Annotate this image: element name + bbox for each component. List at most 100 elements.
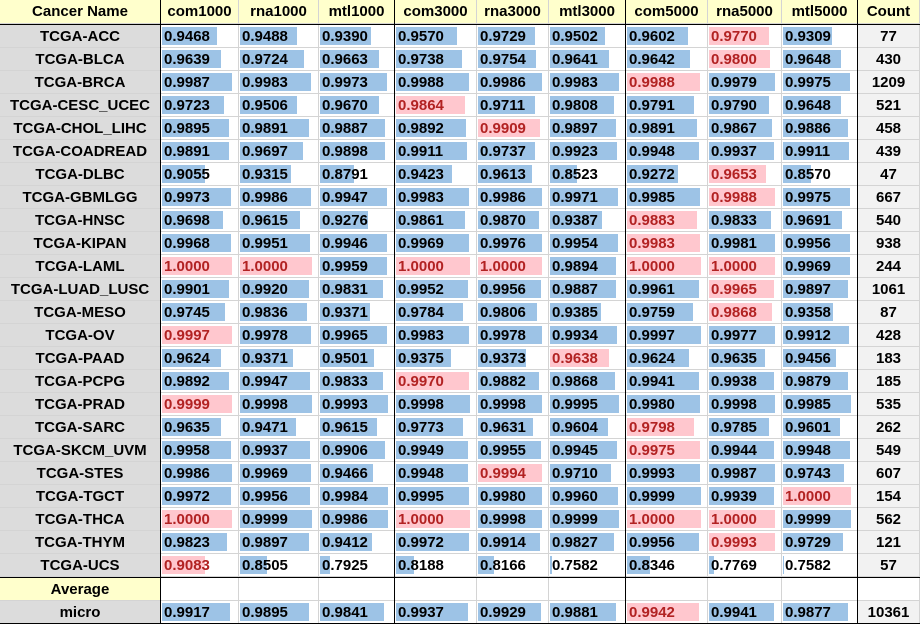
value-cell[interactable]: 0.9999 <box>782 508 858 531</box>
value-cell[interactable]: 0.9615 <box>319 416 395 439</box>
value-cell[interactable]: 0.9642 <box>626 48 708 71</box>
value-cell[interactable]: 0.9861 <box>395 209 477 232</box>
value-cell[interactable]: 1.0000 <box>708 255 782 278</box>
summary-label[interactable]: micro <box>0 601 161 624</box>
value-cell[interactable]: 0.9944 <box>708 439 782 462</box>
summary-cell[interactable]: 0.9877 <box>782 601 858 624</box>
value-cell[interactable]: 0.9998 <box>395 393 477 416</box>
row-name[interactable]: TCGA-DLBC <box>0 163 161 186</box>
row-name[interactable]: TCGA-PRAD <box>0 393 161 416</box>
value-cell[interactable]: 0.9987 <box>708 462 782 485</box>
value-cell[interactable]: 0.9939 <box>708 485 782 508</box>
value-cell[interactable]: 0.9946 <box>319 232 395 255</box>
empty-cell[interactable] <box>708 578 782 601</box>
header-mtl5000[interactable]: mtl5000 <box>782 0 858 24</box>
value-cell[interactable]: 0.9897 <box>549 117 626 140</box>
value-cell[interactable]: 0.9911 <box>395 140 477 163</box>
value-cell[interactable]: 0.9891 <box>239 117 319 140</box>
value-cell[interactable]: 0.9993 <box>319 393 395 416</box>
value-cell[interactable]: 0.9602 <box>626 25 708 48</box>
value-cell[interactable]: 0.9670 <box>319 94 395 117</box>
value-cell[interactable]: 0.9968 <box>161 232 239 255</box>
value-cell[interactable]: 0.9988 <box>626 71 708 94</box>
value-cell[interactable]: 0.9373 <box>477 347 549 370</box>
value-cell[interactable]: 0.9791 <box>626 94 708 117</box>
value-cell[interactable]: 0.9995 <box>549 393 626 416</box>
value-cell[interactable]: 0.9979 <box>708 71 782 94</box>
value-cell[interactable]: 0.9956 <box>239 485 319 508</box>
count-cell[interactable]: 47 <box>858 163 920 186</box>
count-cell[interactable]: 428 <box>858 324 920 347</box>
value-cell[interactable]: 0.9691 <box>782 209 858 232</box>
value-cell[interactable]: 0.9981 <box>708 232 782 255</box>
value-cell[interactable]: 0.9954 <box>549 232 626 255</box>
count-cell[interactable]: 1209 <box>858 71 920 94</box>
value-cell[interactable]: 0.9975 <box>782 71 858 94</box>
value-cell[interactable]: 0.9973 <box>319 71 395 94</box>
value-cell[interactable]: 0.9891 <box>161 140 239 163</box>
value-cell[interactable]: 0.9994 <box>477 462 549 485</box>
value-cell[interactable]: 0.9898 <box>319 140 395 163</box>
value-cell[interactable]: 0.9978 <box>477 324 549 347</box>
value-cell[interactable]: 0.9998 <box>708 393 782 416</box>
value-cell[interactable]: 0.9941 <box>626 370 708 393</box>
value-cell[interactable]: 0.9997 <box>626 324 708 347</box>
value-cell[interactable]: 0.9738 <box>395 48 477 71</box>
summary-cell[interactable]: 0.9917 <box>161 601 239 624</box>
value-cell[interactable]: 0.9986 <box>477 71 549 94</box>
row-name[interactable]: TCGA-GBMLGG <box>0 186 161 209</box>
value-cell[interactable]: 0.9969 <box>782 255 858 278</box>
value-cell[interactable]: 0.9948 <box>395 462 477 485</box>
value-cell[interactable]: 0.7582 <box>782 554 858 577</box>
value-cell[interactable]: 0.9502 <box>549 25 626 48</box>
value-cell[interactable]: 0.9976 <box>477 232 549 255</box>
value-cell[interactable]: 0.9371 <box>239 347 319 370</box>
value-cell[interactable]: 0.9375 <box>395 347 477 370</box>
value-cell[interactable]: 0.9773 <box>395 416 477 439</box>
value-cell[interactable]: 0.9613 <box>477 163 549 186</box>
value-cell[interactable]: 0.9984 <box>319 485 395 508</box>
value-cell[interactable]: 0.9868 <box>708 301 782 324</box>
value-cell[interactable]: 0.9385 <box>549 301 626 324</box>
value-cell[interactable]: 0.9798 <box>626 416 708 439</box>
value-cell[interactable]: 0.9697 <box>239 140 319 163</box>
value-cell[interactable]: 0.9959 <box>319 255 395 278</box>
value-cell[interactable]: 0.9698 <box>161 209 239 232</box>
summary-cell[interactable]: 0.9841 <box>319 601 395 624</box>
header-mtl1000[interactable]: mtl1000 <box>319 0 395 24</box>
value-cell[interactable]: 0.9882 <box>477 370 549 393</box>
value-cell[interactable]: 0.9960 <box>549 485 626 508</box>
value-cell[interactable]: 0.9892 <box>395 117 477 140</box>
row-name[interactable]: TCGA-LAML <box>0 255 161 278</box>
count-cell[interactable]: 535 <box>858 393 920 416</box>
value-cell[interactable]: 0.9601 <box>782 416 858 439</box>
count-cell[interactable]: 244 <box>858 255 920 278</box>
value-cell[interactable]: 0.8505 <box>239 554 319 577</box>
value-cell[interactable]: 0.9999 <box>161 393 239 416</box>
value-cell[interactable]: 0.9806 <box>477 301 549 324</box>
value-cell[interactable]: 0.9423 <box>395 163 477 186</box>
value-cell[interactable]: 0.9412 <box>319 531 395 554</box>
value-cell[interactable]: 0.9790 <box>708 94 782 117</box>
value-cell[interactable]: 0.9867 <box>708 117 782 140</box>
value-cell[interactable]: 0.9909 <box>477 117 549 140</box>
value-cell[interactable]: 0.9711 <box>477 94 549 117</box>
row-name[interactable]: TCGA-TGCT <box>0 485 161 508</box>
value-cell[interactable]: 0.9886 <box>782 117 858 140</box>
value-cell[interactable]: 0.9920 <box>239 278 319 301</box>
value-cell[interactable]: 0.9945 <box>549 439 626 462</box>
value-cell[interactable]: 0.9999 <box>626 485 708 508</box>
value-cell[interactable]: 0.8523 <box>549 163 626 186</box>
value-cell[interactable]: 0.9969 <box>395 232 477 255</box>
value-cell[interactable]: 0.9723 <box>161 94 239 117</box>
value-cell[interactable]: 0.9870 <box>477 209 549 232</box>
value-cell[interactable]: 0.8166 <box>477 554 549 577</box>
row-name[interactable]: TCGA-CESC_UCEC <box>0 94 161 117</box>
value-cell[interactable]: 0.9897 <box>782 278 858 301</box>
empty-cell[interactable] <box>782 578 858 601</box>
value-cell[interactable]: 0.9986 <box>477 186 549 209</box>
average-label[interactable]: Average <box>0 578 161 601</box>
value-cell[interactable]: 0.9906 <box>319 439 395 462</box>
row-name[interactable]: TCGA-OV <box>0 324 161 347</box>
value-cell[interactable]: 0.7769 <box>708 554 782 577</box>
